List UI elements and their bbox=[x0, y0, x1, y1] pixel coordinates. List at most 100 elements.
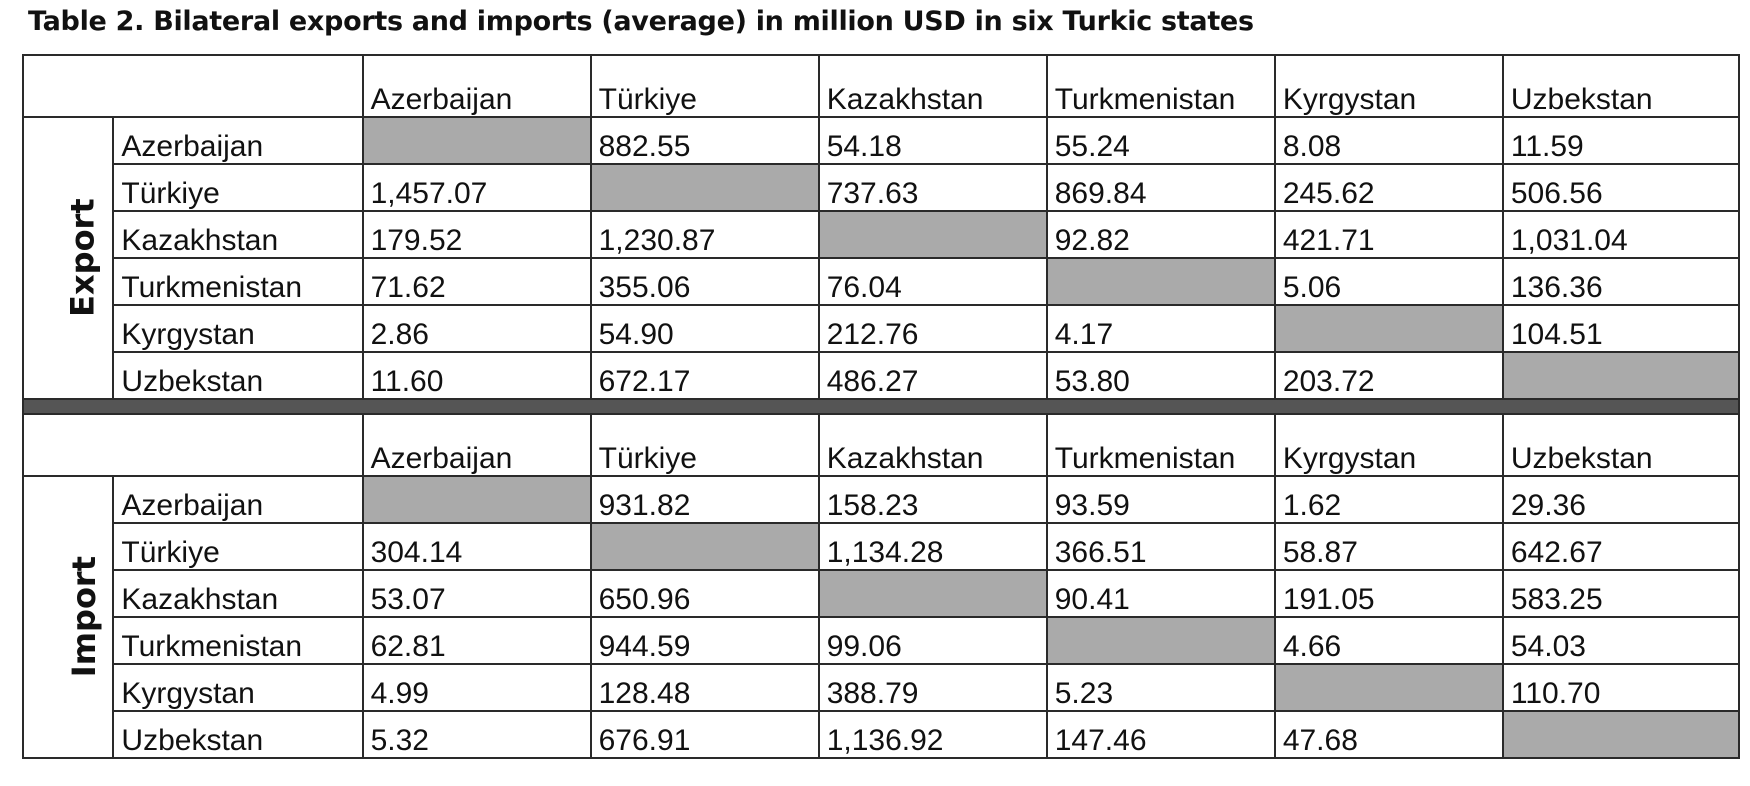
export-row-country: Turkmenistan bbox=[112, 257, 364, 306]
export-value-cell: 1,031.04 bbox=[1501, 210, 1741, 259]
import-value-cell: 676.91 bbox=[589, 710, 820, 759]
export-value-cell: 179.52 bbox=[361, 210, 592, 259]
export-row-country: Azerbaijan bbox=[112, 116, 364, 165]
import-value-cell: 29.36 bbox=[1501, 475, 1741, 524]
import-diagonal-cell bbox=[361, 475, 592, 524]
import-table-row: Kazakhstan 53.07 650.96 90.41 191.05 583.25 bbox=[23, 569, 1741, 618]
export-value-cell: 1,457.07 bbox=[361, 163, 592, 212]
export-column-header: Türkiye bbox=[589, 54, 820, 118]
export-value-cell: 53.80 bbox=[1045, 351, 1276, 400]
export-value-cell: 54.18 bbox=[817, 116, 1048, 165]
import-value-cell: 388.79 bbox=[817, 663, 1048, 712]
import-value-cell: 53.07 bbox=[361, 569, 592, 618]
import-value-cell: 1.62 bbox=[1273, 475, 1504, 524]
export-value-cell: 672.17 bbox=[589, 351, 820, 400]
export-value-cell: 136.36 bbox=[1501, 257, 1741, 306]
import-value-cell: 4.99 bbox=[361, 663, 592, 712]
export-value-cell: 486.27 bbox=[817, 351, 1048, 400]
import-diagonal-cell bbox=[1501, 710, 1741, 759]
import-column-header: Turkmenistan bbox=[1045, 413, 1276, 477]
import-diagonal-cell bbox=[817, 569, 1048, 618]
import-table-row: Turkmenistan 62.81 944.59 99.06 4.66 54.03 bbox=[23, 616, 1741, 665]
import-table-row: Kyrgystan 4.99 128.48 388.79 5.23 110.70 bbox=[23, 663, 1741, 712]
export-corner-cell bbox=[22, 54, 364, 118]
import-value-cell: 5.32 bbox=[361, 710, 592, 759]
export-diagonal-cell bbox=[589, 163, 820, 212]
export-row-country: Kazakhstan bbox=[112, 210, 364, 259]
export-diagonal-cell bbox=[1045, 257, 1276, 306]
import-column-header: Türkiye bbox=[589, 413, 820, 477]
export-table-row: Kyrgystan 2.86 54.90 212.76 4.17 104.51 bbox=[23, 304, 1741, 353]
table-title: Table 2. Bilateral exports and imports (… bbox=[28, 6, 1254, 37]
import-column-header: Kazakhstan bbox=[817, 413, 1048, 477]
export-value-cell: 54.90 bbox=[589, 304, 820, 353]
import-table-row: Import Azerbaijan 931.82 158.23 93.59 1.62 29.… bbox=[21, 475, 1741, 759]
import-value-cell: 944.59 bbox=[589, 616, 820, 665]
import-value-cell: 191.05 bbox=[1273, 569, 1504, 618]
import-value-cell: 110.70 bbox=[1501, 663, 1741, 712]
export-value-cell: 1,230.87 bbox=[589, 210, 820, 259]
export-value-cell: 8.08 bbox=[1273, 116, 1504, 165]
export-column-header: Turkmenistan bbox=[1045, 54, 1276, 118]
export-table-row: Kazakhstan 179.52 1,230.87 92.82 421.71 1,031… bbox=[23, 210, 1741, 259]
export-row-country: Türkiye bbox=[112, 163, 364, 212]
export-value-cell: 5.06 bbox=[1273, 257, 1504, 306]
import-table-row: Türkiye 304.14 1,134.28 366.51 58.87 642.67 bbox=[23, 522, 1741, 571]
export-diagonal-cell bbox=[1273, 304, 1504, 353]
export-value-cell: 737.63 bbox=[817, 163, 1048, 212]
export-column-header: Azerbaijan bbox=[361, 54, 592, 118]
import-value-cell: 47.68 bbox=[1273, 710, 1504, 759]
export-value-cell: 203.72 bbox=[1273, 351, 1504, 400]
export-value-cell: 11.59 bbox=[1501, 116, 1741, 165]
export-header-row: Azerbaijan Türkiye Kazakhstan Turkmenistan K… bbox=[22, 54, 1741, 118]
import-row-country: Kazakhstan bbox=[112, 569, 364, 618]
export-side-label: Export bbox=[63, 198, 102, 318]
export-side-label-cell: Export bbox=[21, 116, 115, 400]
import-row-country: Uzbekstan bbox=[112, 710, 364, 759]
import-side-label-cell: Import bbox=[21, 475, 115, 759]
export-value-cell: 71.62 bbox=[361, 257, 592, 306]
export-value-cell: 11.60 bbox=[361, 351, 592, 400]
export-row-country: Uzbekstan bbox=[112, 351, 364, 400]
export-table-row: Uzbekstan 11.60 672.17 486.27 53.80 203.72 bbox=[23, 351, 1741, 400]
export-row-country: Kyrgystan bbox=[112, 304, 364, 353]
import-header-row: Azerbaijan Türkiye Kazakhstan Turkmenistan K… bbox=[22, 413, 1741, 477]
import-diagonal-cell bbox=[1273, 663, 1504, 712]
import-value-cell: 4.66 bbox=[1273, 616, 1504, 665]
import-value-cell: 1,136.92 bbox=[817, 710, 1048, 759]
import-side-label: Import bbox=[65, 556, 104, 678]
export-diagonal-cell bbox=[1501, 351, 1741, 400]
import-value-cell: 158.23 bbox=[817, 475, 1048, 524]
import-value-cell: 93.59 bbox=[1045, 475, 1276, 524]
import-corner-cell bbox=[22, 413, 364, 477]
export-diagonal-cell bbox=[361, 116, 592, 165]
export-table-row: Türkiye 1,457.07 737.63 869.84 245.62 506.56 bbox=[23, 163, 1741, 212]
import-value-cell: 62.81 bbox=[361, 616, 592, 665]
export-column-header: Kyrgystan bbox=[1273, 54, 1504, 118]
export-diagonal-cell bbox=[817, 210, 1048, 259]
import-value-cell: 366.51 bbox=[1045, 522, 1276, 571]
import-column-header: Azerbaijan bbox=[361, 413, 592, 477]
import-row-country: Kyrgystan bbox=[112, 663, 364, 712]
export-value-cell: 212.76 bbox=[817, 304, 1048, 353]
export-value-cell: 92.82 bbox=[1045, 210, 1276, 259]
export-value-cell: 76.04 bbox=[817, 257, 1048, 306]
export-value-cell: 55.24 bbox=[1045, 116, 1276, 165]
import-column-header: Uzbekstan bbox=[1501, 413, 1741, 477]
import-column-header: Kyrgystan bbox=[1273, 413, 1504, 477]
export-column-header: Uzbekstan bbox=[1501, 54, 1741, 118]
import-value-cell: 642.67 bbox=[1501, 522, 1741, 571]
export-value-cell: 869.84 bbox=[1045, 163, 1276, 212]
import-value-cell: 304.14 bbox=[361, 522, 592, 571]
export-table-row: Export Azerbaijan 882.55 54.18 55.24 8.08 11.5… bbox=[21, 116, 1741, 400]
import-value-cell: 1,134.28 bbox=[817, 522, 1048, 571]
import-diagonal-cell bbox=[589, 522, 820, 571]
section-separator bbox=[22, 398, 1740, 415]
export-column-header: Kazakhstan bbox=[817, 54, 1048, 118]
import-table-row: Uzbekstan 5.32 676.91 1,136.92 147.46 47.68 bbox=[23, 710, 1741, 759]
import-value-cell: 931.82 bbox=[589, 475, 820, 524]
trade-matrix-table: Azerbaijan Türkiye Kazakhstan Turkmenistan K… bbox=[21, 54, 1741, 759]
import-value-cell: 58.87 bbox=[1273, 522, 1504, 571]
export-value-cell: 882.55 bbox=[589, 116, 820, 165]
import-row-country: Azerbaijan bbox=[112, 475, 364, 524]
